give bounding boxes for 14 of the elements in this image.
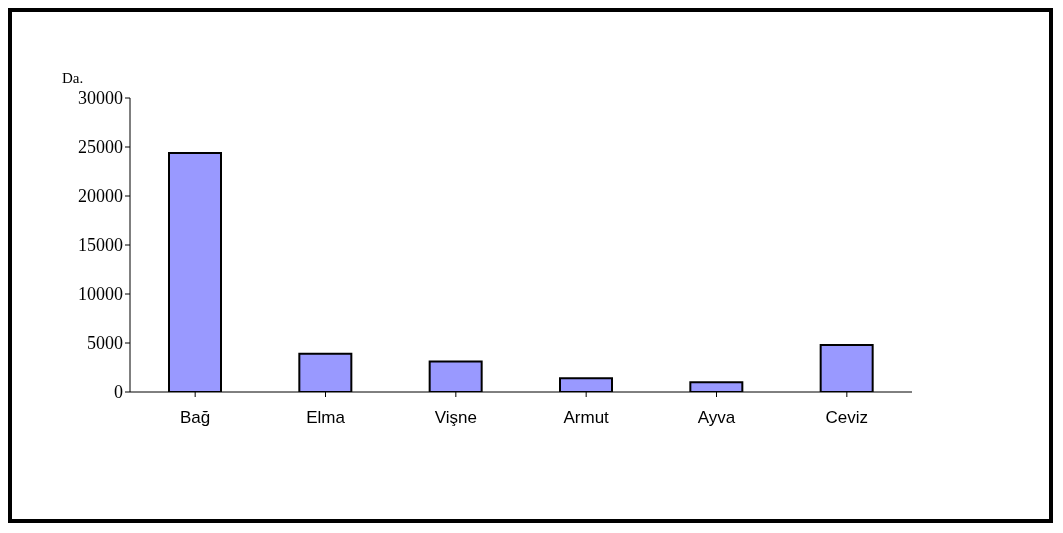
y-tick-label: 25000 [78, 137, 123, 158]
y-tick-label: 20000 [78, 186, 123, 207]
y-axis-title: Da. [62, 70, 84, 87]
x-tick-label: Elma [306, 408, 346, 428]
y-tick-label: 5000 [87, 333, 123, 354]
y-tick-label: 30000 [78, 88, 123, 109]
x-tick-label: Ayva [697, 408, 736, 428]
y-tick-label: 10000 [78, 284, 123, 305]
y-tick-label: 0 [114, 382, 123, 403]
x-tick-label: Ceviz [825, 408, 869, 428]
x-tick-label: Vişne [434, 408, 477, 428]
y-tick-label: 15000 [78, 235, 123, 256]
x-tick-label: Bağ [180, 408, 211, 428]
x-tick-label: Armut [563, 408, 610, 428]
